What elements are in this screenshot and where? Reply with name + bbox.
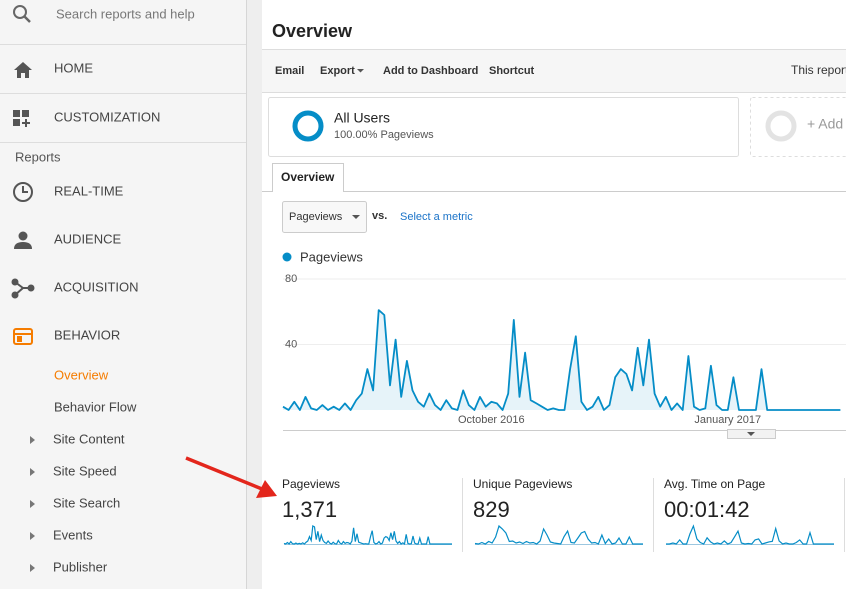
chart-toggle-caret — [747, 432, 755, 436]
toolbar-button[interactable]: Export — [320, 65, 355, 77]
realtime-icon — [13, 182, 33, 202]
nav-item[interactable]: CUSTOMIZATION — [54, 109, 160, 124]
segment-card[interactable] — [268, 97, 739, 157]
nav-group[interactable]: Publisher — [53, 559, 108, 574]
dropdown-caret — [352, 215, 360, 219]
x-tick-label: January 2017 — [694, 414, 761, 426]
toolbar-button[interactable]: Shortcut — [489, 65, 535, 77]
nav-group[interactable]: Site Speed — [53, 463, 117, 478]
toolbar-button[interactable]: Add to Dashboard — [383, 65, 478, 77]
search-icon — [23, 15, 31, 23]
metric-selected[interactable]: Pageviews — [289, 211, 343, 223]
nav-group[interactable]: Site Search — [53, 495, 120, 510]
y-tick-label: 40 — [285, 338, 297, 350]
nav-section[interactable]: REAL-TIME — [54, 183, 124, 198]
sparkline — [666, 524, 834, 545]
customization-icon — [13, 110, 30, 127]
toolbar-items: Email Export Add to Dashboard Shortcut — [275, 65, 535, 77]
series-area — [283, 310, 841, 410]
audience-icon — [18, 231, 28, 241]
search-icon[interactable] — [13, 5, 27, 19]
metric-name: Unique Pageviews — [473, 477, 572, 491]
expand-caret — [30, 468, 35, 476]
nav-section[interactable]: BEHAVIOR — [54, 327, 120, 342]
add-segment-donut — [765, 110, 797, 142]
legend-label: Pageviews — [300, 249, 363, 264]
metric-dropdown[interactable] — [282, 201, 367, 233]
nav-group[interactable]: Events — [53, 527, 93, 542]
tab-label[interactable]: Overview — [281, 170, 335, 184]
nav-subitem[interactable]: Behavior Flow — [54, 399, 137, 414]
behavior-icon — [13, 328, 33, 345]
search-input[interactable]: Search reports and help — [56, 6, 195, 21]
metric-name: Avg. Time on Page — [664, 477, 766, 491]
page-title: Overview — [272, 21, 353, 41]
metric-value: 00:01:42 — [664, 497, 750, 522]
realtime-icon — [22, 186, 28, 193]
sparkline — [283, 525, 452, 546]
behavior-icon — [17, 336, 22, 342]
metrics: Pageviews 1,371 Unique Pageviews 829 Avg. Ti… — [282, 477, 845, 552]
nav-section[interactable]: AUDIENCE — [54, 231, 122, 246]
nav-section[interactable]: ACQUISITION — [54, 279, 139, 294]
select-metric[interactable]: Select a metric — [400, 211, 473, 223]
nav: HOME CUSTOMIZATION Reports REAL-TIME AUDIENC… — [15, 60, 160, 574]
metric-name: Pageviews — [282, 477, 340, 491]
expand-caret — [30, 532, 35, 540]
annotation-arrow — [185, 456, 263, 491]
add-segment-label[interactable]: + Add — [807, 116, 843, 132]
nav-item[interactable]: HOME — [54, 60, 93, 75]
vs-label: vs. — [372, 210, 387, 222]
expand-caret — [30, 500, 35, 508]
metric-value: 829 — [473, 497, 510, 522]
metric-value: 1,371 — [282, 497, 337, 522]
nav-group[interactable]: Site Content — [53, 431, 125, 446]
home-icon — [14, 62, 32, 78]
audience-icon — [14, 242, 32, 249]
sparkline — [474, 524, 643, 545]
tab[interactable] — [272, 163, 344, 193]
report-menu[interactable]: This report — [791, 63, 846, 77]
x-tick-label: October 2016 — [458, 414, 525, 426]
acquisition-icon — [11, 278, 35, 299]
nav-heading: Reports — [15, 149, 61, 164]
chart: Pageviews 40 80 October 2016 January 2017 — [282, 249, 846, 431]
toolbar-button[interactable]: Email — [275, 65, 304, 77]
series-line — [282, 309, 841, 411]
y-tick-label: 80 — [285, 273, 297, 285]
segment-donut — [292, 110, 324, 142]
export-caret — [357, 69, 364, 73]
nav-subitem[interactable]: Overview — [54, 367, 109, 382]
legend-marker — [282, 252, 292, 262]
expand-caret — [30, 564, 35, 572]
expand-caret — [30, 436, 35, 444]
sidebar — [0, 0, 246, 589]
annotation-arrow-head — [256, 480, 277, 498]
segment-detail: 100.00% Pageviews — [334, 129, 434, 141]
segment-name: All Users — [334, 110, 390, 126]
